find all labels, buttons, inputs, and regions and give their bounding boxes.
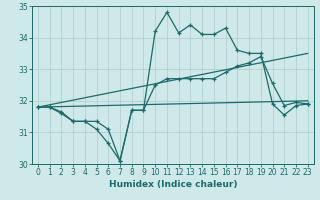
X-axis label: Humidex (Indice chaleur): Humidex (Indice chaleur) [108,180,237,189]
